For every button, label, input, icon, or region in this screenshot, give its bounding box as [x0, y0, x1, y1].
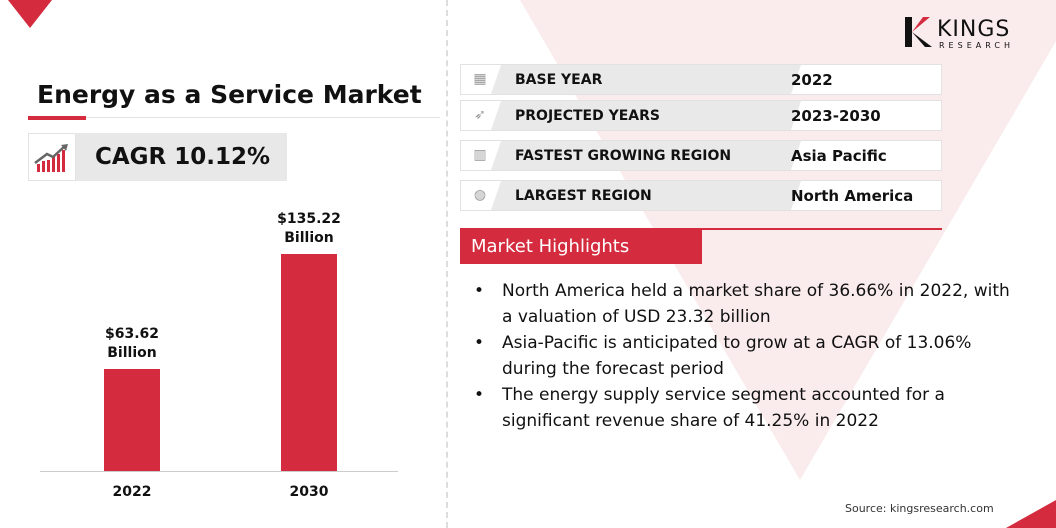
corner-decoration: [8, 0, 52, 28]
x-axis: [40, 471, 398, 472]
info-label: BASE YEAR: [515, 72, 603, 88]
data-label-line: $63.62: [104, 325, 160, 342]
info-value: Asia Pacific: [791, 147, 887, 165]
svg-text:RESEARCH: RESEARCH: [939, 41, 1014, 50]
globe-icon: ◍: [473, 187, 487, 203]
calendar-clock-icon: ▦: [473, 71, 487, 87]
data-label-line: Billion: [107, 344, 157, 361]
highlights-list: North America held a market share of 36.…: [472, 278, 1012, 434]
info-row: ▦ BASE YEAR 2022: [460, 64, 942, 95]
title-underline: [28, 117, 440, 118]
info-label: LARGEST REGION: [515, 188, 652, 204]
label-panel: [461, 65, 801, 94]
x-tick-label: 2030: [289, 484, 329, 500]
highlight-item: Asia-Pacific is anticipated to grow at a…: [472, 330, 1012, 382]
label-panel: [461, 141, 801, 170]
corner-decoration: [1006, 500, 1056, 528]
label-panel: [461, 101, 801, 130]
cagr-badge: CAGR 10.12%: [76, 133, 287, 181]
info-label: FASTEST GROWING REGION: [515, 148, 732, 164]
info-row: ◍ LARGEST REGION North America: [460, 180, 942, 211]
highlight-item: The energy supply service segment accoun…: [472, 382, 1012, 434]
data-label: $135.22 Billion: [259, 210, 359, 248]
city-growth-icon: ▥: [473, 147, 487, 163]
page-title: Energy as a Service Market: [37, 80, 422, 109]
kings-research-logo: KINGS RESEARCH: [903, 14, 1033, 56]
label-panel: [461, 181, 801, 210]
svg-text:KINGS: KINGS: [937, 17, 1010, 42]
highlights-heading: Market Highlights: [460, 230, 702, 264]
x-tick-label: 2022: [112, 484, 152, 500]
title-accent: [28, 116, 86, 120]
highlights-rule: [460, 228, 942, 230]
info-value: 2023-2030: [791, 107, 881, 125]
divider: [446, 0, 448, 528]
info-label: PROJECTED YEARS: [515, 108, 660, 124]
info-value: 2022: [791, 71, 833, 89]
info-value: North America: [791, 187, 914, 205]
data-label-line: Billion: [284, 230, 334, 246]
data-label: $63.62 Billion: [82, 325, 182, 363]
bar-2022: [104, 368, 160, 471]
source-note: Source: kingsresearch.com: [845, 502, 994, 515]
info-row: ▥ FASTEST GROWING REGION Asia Pacific: [460, 140, 942, 171]
bar-2030: [281, 254, 337, 471]
data-label-line: $135.22: [277, 211, 341, 227]
growth-chart-icon: [28, 133, 76, 181]
highlight-item: North America held a market share of 36.…: [472, 278, 1012, 330]
rocket-icon: ➶: [474, 107, 486, 123]
info-row: ➶ PROJECTED YEARS 2023-2030: [460, 100, 942, 131]
